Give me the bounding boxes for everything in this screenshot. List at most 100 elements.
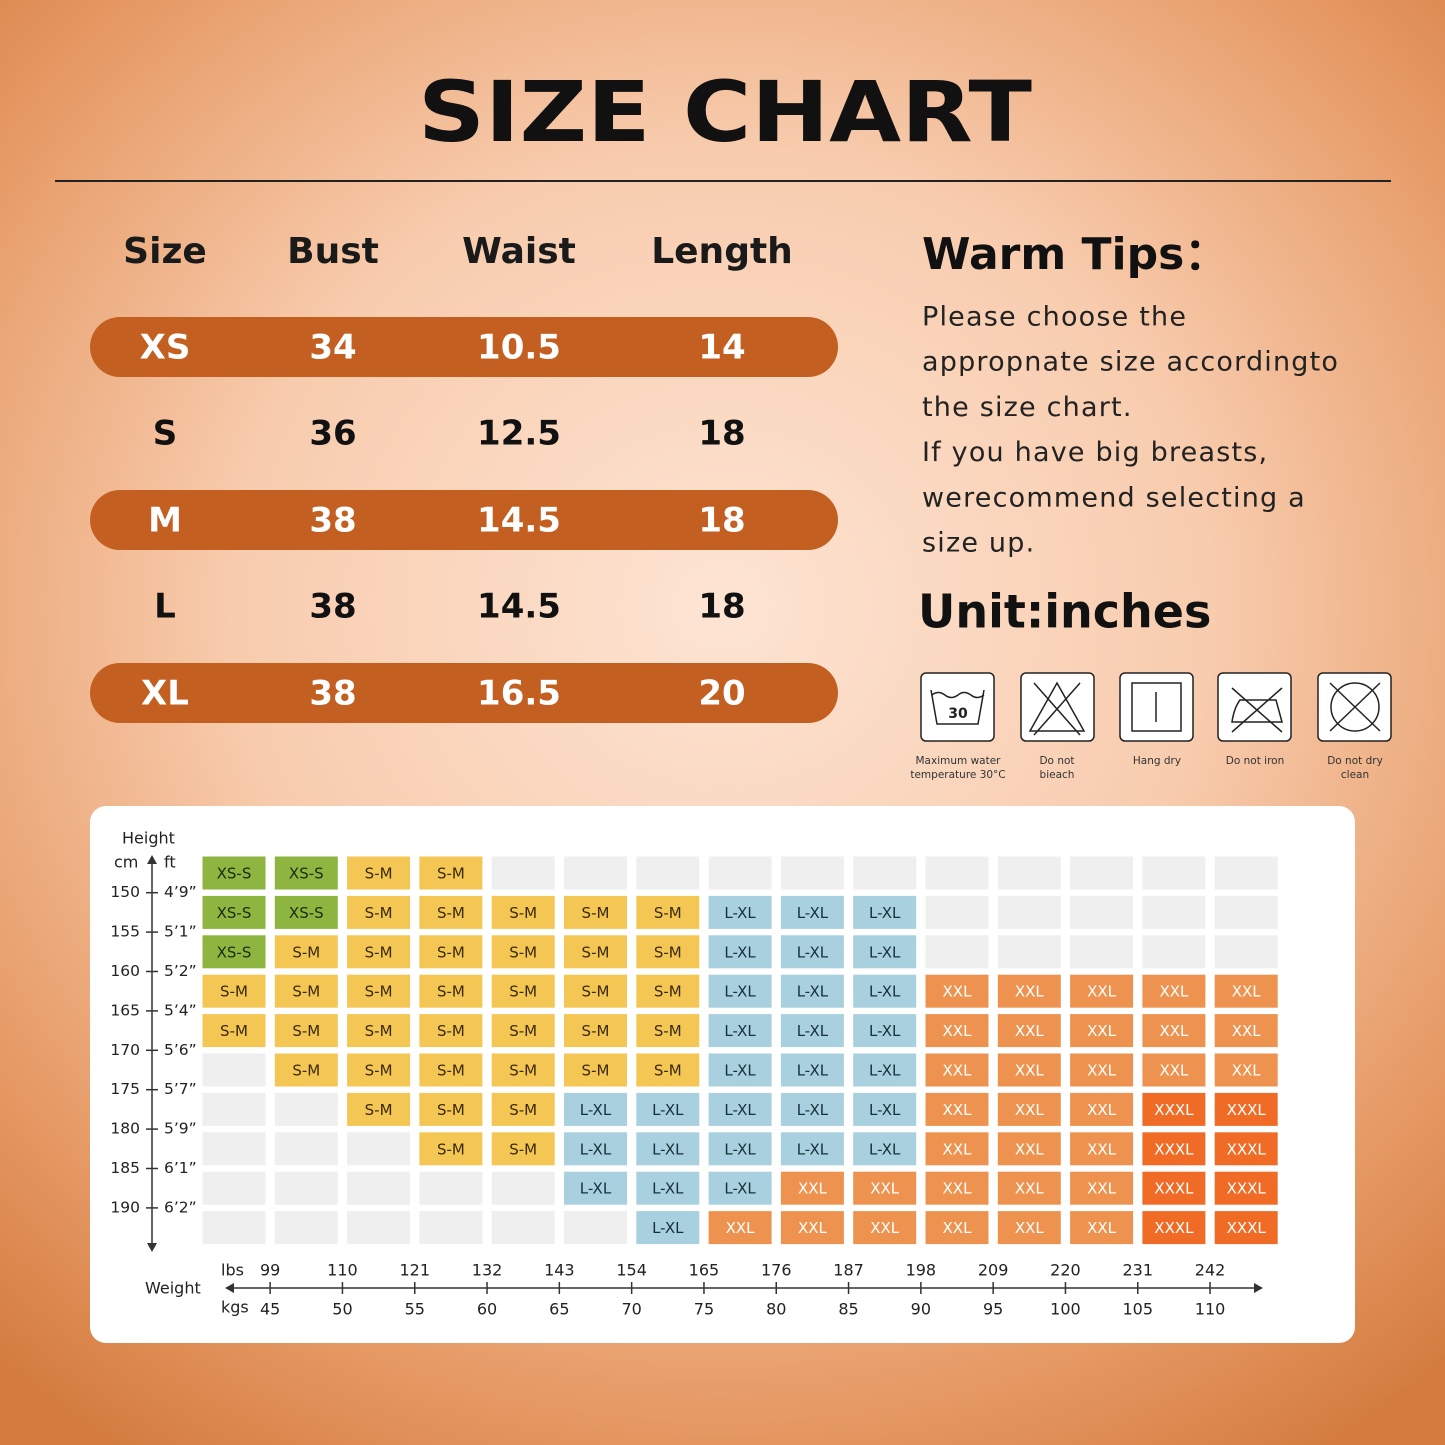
fit-cell (1214, 1132, 1278, 1166)
fit-size: XXL (1087, 1180, 1117, 1198)
fit-cell (1142, 935, 1206, 969)
lbs-label: 242 (1195, 1261, 1226, 1280)
fit-cell (997, 1092, 1061, 1126)
fit-cell (1070, 935, 1134, 969)
kgs-label: 45 (260, 1300, 280, 1319)
fit-size: L-XL (652, 1140, 684, 1158)
fit-size: XS-S (217, 943, 252, 961)
table-cell: 16.5 (477, 674, 561, 714)
fit-size: S-M (365, 983, 393, 1001)
ft-label: 4’9” (164, 883, 197, 901)
fit-size: L-XL (869, 1101, 901, 1119)
fit-size: S-M (509, 1101, 537, 1119)
table-cell: 38 (309, 587, 356, 627)
lbs-label: 209 (978, 1261, 1009, 1280)
fit-cell (1142, 1211, 1206, 1245)
fit-cell (708, 974, 772, 1008)
table-cell: 36 (309, 414, 356, 454)
icon-symbol: 30 (948, 706, 968, 722)
fit-cell (1214, 1053, 1278, 1087)
fit-cell (1142, 974, 1206, 1008)
kgs-label: 80 (766, 1300, 786, 1319)
tips-line: the size chart. (922, 392, 1133, 423)
care-label: Do not (1039, 755, 1074, 767)
fit-cell (347, 1053, 411, 1087)
fit-cell (202, 935, 266, 969)
table-header: Bust (287, 231, 379, 272)
fit-size: S-M (654, 983, 682, 1001)
fit-cell (636, 1132, 700, 1166)
fit-size: XXXL (1227, 1101, 1267, 1119)
fit-cell (780, 1132, 844, 1166)
fit-size: S-M (365, 943, 393, 961)
fit-cell (853, 856, 917, 890)
fit-cell (636, 1171, 700, 1205)
fit-size: S-M (437, 983, 465, 1001)
fit-cell (708, 1171, 772, 1205)
fit-cell (997, 895, 1061, 929)
axis-unit: cm (114, 853, 138, 872)
fit-cell (491, 1014, 555, 1048)
table-header: Waist (462, 231, 576, 272)
fit-cell (274, 1171, 338, 1205)
fit-size: L-XL (580, 1140, 612, 1158)
table-cell: L (154, 587, 176, 627)
fit-size: XXL (1159, 1022, 1189, 1040)
fit-cell (925, 1211, 989, 1245)
fit-cell (997, 935, 1061, 969)
fit-size: L-XL (652, 1101, 684, 1119)
fit-size: XXL (943, 983, 973, 1001)
fit-cell (636, 1014, 700, 1048)
fit-size: S-M (220, 983, 248, 1001)
cm-label: 185 (110, 1159, 140, 1177)
fit-cell (419, 1132, 483, 1166)
fit-size: XXXL (1227, 1140, 1267, 1158)
fit-size: XXL (1015, 1062, 1045, 1080)
fit-cell (925, 1014, 989, 1048)
fit-cell (419, 935, 483, 969)
fit-size: L-XL (797, 904, 829, 922)
fit-size: L-XL (724, 1062, 756, 1080)
fit-cell (1070, 895, 1134, 929)
fit-cell (274, 974, 338, 1008)
table-cell: 38 (309, 674, 356, 714)
fit-size: L-XL (724, 1180, 756, 1198)
fit-size: XXXL (1154, 1140, 1194, 1158)
table-header: Size (123, 231, 207, 272)
fit-cell (347, 1092, 411, 1126)
fit-cell (491, 935, 555, 969)
ft-label: 5’2” (164, 962, 197, 980)
row-highlight (90, 663, 838, 723)
fit-cell (347, 974, 411, 1008)
fit-cell (274, 1211, 338, 1245)
kgs-label: 65 (549, 1300, 569, 1319)
fit-cell (1142, 1132, 1206, 1166)
table-cell: 34 (309, 328, 356, 368)
fit-cell (274, 1092, 338, 1126)
fit-cell (347, 1211, 411, 1245)
ft-label: 5’7” (164, 1080, 197, 1098)
fit-size: L-XL (580, 1101, 612, 1119)
wave (931, 691, 985, 699)
fit-cell (1142, 856, 1206, 890)
fit-cell (1142, 1092, 1206, 1126)
unit-label: Unit:inches (918, 585, 1211, 639)
fit-cell (636, 856, 700, 890)
fit-cell (419, 856, 483, 890)
fit-cell (997, 1171, 1061, 1205)
fit-size: S-M (292, 1022, 320, 1040)
fit-size: XXL (1232, 1062, 1262, 1080)
fit-size: L-XL (869, 943, 901, 961)
fit-cell (1214, 935, 1278, 969)
fit-cell (491, 1092, 555, 1126)
fit-cell (1214, 1014, 1278, 1048)
fit-size: L-XL (724, 943, 756, 961)
table-cell: XS (140, 328, 191, 368)
fit-cell (1214, 1171, 1278, 1205)
fit-size: S-M (365, 1062, 393, 1080)
fit-cell (564, 1171, 627, 1205)
fit-cell (853, 1092, 917, 1126)
fit-cell (202, 1132, 266, 1166)
fit-cell (997, 974, 1061, 1008)
